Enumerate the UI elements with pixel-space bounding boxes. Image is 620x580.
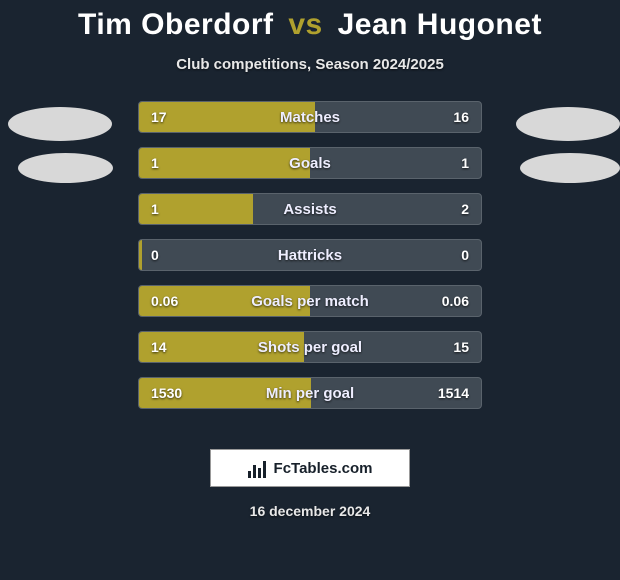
stat-value-right: 0.06 xyxy=(430,286,481,316)
stat-value-right: 16 xyxy=(441,102,481,132)
stat-value-right: 15 xyxy=(441,332,481,362)
stat-row: 0 0Hattricks xyxy=(138,239,482,271)
vs-text: vs xyxy=(288,8,322,41)
subtitle: Club competitions, Season 2024/2025 xyxy=(0,56,620,73)
player1-photo-placeholder xyxy=(8,107,112,141)
fctables-logo: FcTables.com xyxy=(210,449,410,487)
stat-fill-left xyxy=(139,286,310,316)
player2-photo-placeholder xyxy=(520,153,620,183)
stat-fill-left xyxy=(139,332,304,362)
player1-name: Tim Oberdorf xyxy=(78,8,273,41)
stat-fill-left xyxy=(139,148,310,178)
stat-bars-container: 1716Matches 11Goals 12Assists 0 0Hattricks 0.… xyxy=(138,101,482,423)
stat-value-right: 2 xyxy=(449,194,481,224)
logo-text: FcTables.com xyxy=(274,460,373,477)
comparison-title: Tim Oberdorf vs Jean Hugonet xyxy=(0,0,620,42)
stat-row: 15301514Min per goal xyxy=(138,377,482,409)
stat-value-right: 0 xyxy=(449,240,481,270)
player1-photo-placeholder xyxy=(18,153,113,183)
stat-row: 0.060.06Goals per match xyxy=(138,285,482,317)
stat-row: 1415Shots per goal xyxy=(138,331,482,363)
stat-fill-left xyxy=(139,194,253,224)
stats-area: 1716Matches 11Goals 12Assists 0 0Hattricks 0.… xyxy=(0,101,620,431)
stat-fill-left xyxy=(139,240,142,270)
stat-row: 12Assists xyxy=(138,193,482,225)
stat-value-right: 1 xyxy=(449,148,481,178)
chart-icon xyxy=(248,458,268,478)
date-text: 16 december 2024 xyxy=(0,503,620,519)
player2-photo-placeholder xyxy=(516,107,620,141)
stat-label: Hattricks xyxy=(139,240,481,270)
stat-fill-left xyxy=(139,102,315,132)
player2-name: Jean Hugonet xyxy=(338,8,542,41)
stat-row: 1716Matches xyxy=(138,101,482,133)
stat-row: 11Goals xyxy=(138,147,482,179)
stat-fill-left xyxy=(139,378,311,408)
stat-value-right: 1514 xyxy=(426,378,481,408)
stat-value-left: 0 xyxy=(139,240,171,270)
